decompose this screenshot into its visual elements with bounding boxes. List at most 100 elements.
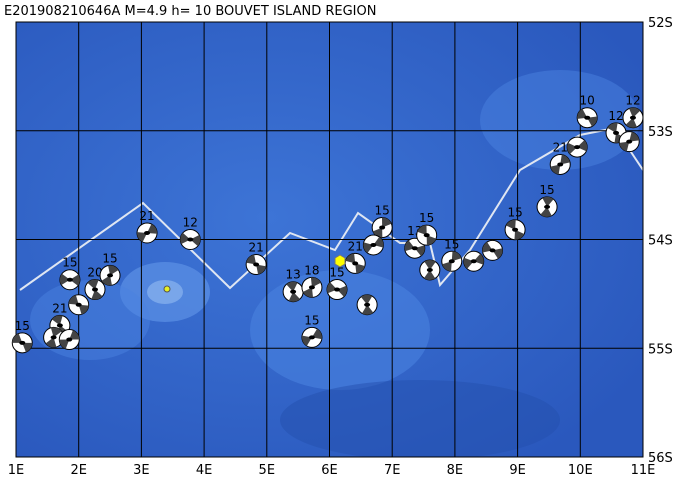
lat-label: 56S — [648, 451, 673, 466]
lon-label: 4E — [196, 463, 213, 478]
quadrant — [360, 294, 373, 305]
focal-mechanism — [536, 196, 558, 218]
lon-label: 2E — [70, 463, 87, 478]
focal-mechanism — [371, 217, 393, 239]
focal-mechanism — [404, 237, 426, 259]
focal-mechanism — [356, 294, 378, 316]
center — [308, 335, 315, 340]
focal-mechanism — [618, 131, 640, 153]
center — [66, 277, 73, 282]
quadrant — [514, 229, 525, 240]
center — [92, 287, 99, 292]
lon-label: 3E — [133, 463, 150, 478]
quadrant — [550, 164, 561, 175]
center — [187, 237, 194, 242]
main-event — [334, 254, 346, 268]
depth-label: 21 — [553, 140, 568, 154]
quadrant — [286, 281, 298, 292]
quadrant — [50, 327, 62, 338]
depth-label: 21 — [52, 301, 67, 315]
quadrant — [101, 275, 112, 286]
focal-mechanism — [11, 332, 33, 354]
focal-mechanism — [576, 107, 598, 129]
quadrant — [362, 304, 374, 315]
center — [629, 115, 636, 120]
center — [50, 335, 57, 340]
quadrant — [190, 234, 201, 247]
depth-label: 10 — [580, 94, 595, 108]
focal-mechanism — [326, 279, 348, 301]
center — [144, 230, 151, 235]
center — [75, 302, 82, 307]
quadrant — [423, 269, 436, 280]
lon-label: 8E — [447, 463, 464, 478]
center — [574, 145, 581, 150]
depth-label: 12 — [625, 94, 640, 108]
frame — [15, 21, 644, 458]
focal-mechanism — [301, 276, 323, 298]
depth-label: 15 — [375, 204, 390, 218]
quadrant — [69, 330, 80, 340]
lat-label: 52S — [648, 16, 673, 31]
focal-mechanism — [566, 136, 588, 158]
quadrant — [625, 117, 637, 128]
depth-label: 12 — [183, 216, 198, 230]
lon-label: 9E — [509, 463, 526, 478]
quadrant — [69, 274, 80, 286]
center — [308, 285, 315, 290]
depth-label: 15 — [62, 256, 77, 270]
center — [66, 337, 73, 342]
quadrant — [68, 295, 79, 305]
focal-mechanism — [99, 264, 121, 286]
lon-label: 1E — [8, 463, 25, 478]
depth-label: 12 — [608, 109, 623, 123]
focal-mechanism — [622, 107, 644, 129]
center — [334, 287, 341, 292]
quadrant — [381, 217, 392, 228]
depth-label: 21 — [139, 209, 154, 223]
center — [512, 227, 519, 232]
quadrant — [506, 219, 516, 230]
depth-label: 15 — [444, 237, 459, 251]
quadrant — [59, 273, 70, 286]
lon-label: 10E — [568, 463, 593, 478]
quadrant — [12, 333, 23, 343]
quadrant — [137, 232, 148, 242]
focal-mechanism — [441, 250, 463, 272]
quadrant — [59, 339, 70, 349]
quadrant — [78, 304, 89, 315]
focal-mechanism — [301, 326, 323, 348]
center — [470, 259, 477, 264]
lat-label: 54S — [648, 234, 673, 249]
center — [411, 246, 418, 251]
center — [253, 262, 260, 267]
lon-label: 11E — [631, 463, 656, 478]
quadrant — [246, 254, 257, 265]
quadrant — [51, 315, 63, 326]
center — [544, 204, 551, 209]
quadrant — [355, 263, 365, 274]
depth-label: 15 — [539, 183, 554, 197]
focal-mechanism — [504, 219, 526, 241]
quadrant — [345, 253, 356, 264]
center — [626, 139, 633, 144]
quadrant — [147, 223, 158, 234]
depth-label: 15 — [15, 319, 30, 333]
depth-label: 13 — [285, 268, 300, 282]
quadrant — [303, 287, 313, 298]
quadrant — [587, 116, 598, 127]
depth-label: 18 — [304, 263, 319, 277]
focal-mechanism — [482, 239, 504, 261]
quadrant — [629, 131, 640, 142]
focal-mechanism — [179, 229, 201, 250]
center — [423, 233, 430, 238]
quadrant — [540, 206, 552, 217]
depth-label: 20 — [87, 266, 102, 280]
depth-label: 15 — [419, 211, 434, 225]
quadrant — [22, 342, 33, 353]
lon-label: 7E — [384, 463, 401, 478]
depth-label: 21 — [348, 239, 363, 253]
focal-mechanism — [416, 224, 438, 246]
